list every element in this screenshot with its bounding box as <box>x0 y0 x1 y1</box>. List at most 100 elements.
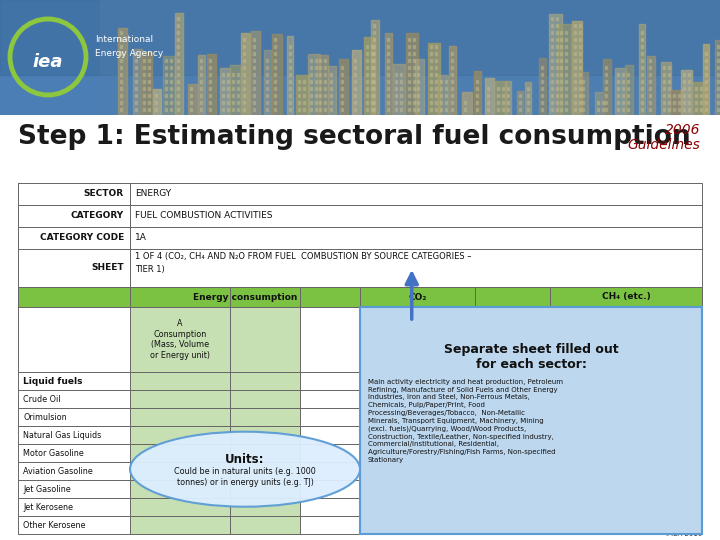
Bar <box>565 38 567 41</box>
Bar <box>266 73 268 76</box>
Bar <box>649 80 651 83</box>
Bar <box>552 24 554 27</box>
Bar <box>574 24 576 27</box>
Bar <box>417 101 419 104</box>
Bar <box>372 20 379 115</box>
Bar <box>148 73 150 76</box>
Bar <box>541 87 543 90</box>
Text: SECTOR: SECTOR <box>84 190 124 199</box>
Bar <box>289 108 291 111</box>
Bar <box>667 94 670 97</box>
Bar <box>315 101 318 104</box>
Bar <box>371 101 372 104</box>
Bar <box>435 94 437 97</box>
Bar <box>683 94 685 97</box>
Bar <box>395 94 397 97</box>
Bar <box>232 87 234 90</box>
Bar <box>574 101 576 104</box>
Bar <box>606 80 608 83</box>
Bar <box>315 94 318 97</box>
Bar <box>560 108 562 111</box>
Bar <box>373 101 375 104</box>
Text: International: International <box>95 36 153 44</box>
Bar <box>387 38 390 41</box>
Bar <box>435 73 437 76</box>
Bar <box>560 59 562 62</box>
Bar <box>253 66 255 69</box>
Bar <box>198 55 205 115</box>
Bar <box>579 101 581 104</box>
Bar <box>451 52 453 55</box>
Bar <box>667 101 670 104</box>
Bar <box>700 94 701 97</box>
Bar <box>341 80 343 83</box>
Bar <box>143 73 145 76</box>
Bar <box>135 73 137 76</box>
Bar <box>688 94 690 97</box>
Bar <box>287 36 293 115</box>
Bar <box>366 87 367 90</box>
Bar <box>315 73 318 76</box>
Bar <box>230 444 300 462</box>
Bar <box>315 80 318 83</box>
Bar <box>627 73 629 76</box>
Bar <box>18 426 702 444</box>
Bar <box>560 80 562 83</box>
Bar <box>274 80 276 83</box>
Bar <box>230 480 300 498</box>
Bar <box>582 87 584 90</box>
Bar <box>289 101 291 104</box>
Bar <box>695 87 697 90</box>
Bar <box>319 108 321 111</box>
Bar <box>354 73 356 76</box>
Bar <box>435 101 437 104</box>
Bar <box>148 101 150 104</box>
Bar <box>243 52 245 55</box>
Bar <box>289 66 291 69</box>
Bar <box>439 80 441 83</box>
Bar <box>662 73 665 76</box>
Bar <box>662 66 665 69</box>
Bar <box>430 73 432 76</box>
Bar <box>188 84 197 115</box>
Bar <box>507 108 509 111</box>
Bar <box>373 45 375 48</box>
Text: CATEGORY CODE: CATEGORY CODE <box>40 233 124 242</box>
Bar <box>552 101 554 104</box>
Bar <box>243 87 245 90</box>
Bar <box>210 94 212 97</box>
Bar <box>705 66 707 69</box>
Bar <box>324 80 326 83</box>
Bar <box>395 101 397 104</box>
Bar <box>498 87 500 90</box>
Bar <box>266 101 268 104</box>
Bar <box>695 94 697 97</box>
Bar <box>408 101 410 104</box>
Bar <box>253 52 255 55</box>
Bar <box>641 31 643 34</box>
Bar <box>558 24 570 115</box>
Bar <box>165 73 167 76</box>
Bar <box>330 108 331 111</box>
Bar <box>683 80 685 83</box>
Bar <box>373 73 375 76</box>
Bar <box>264 50 272 115</box>
Bar <box>199 73 202 76</box>
Bar <box>227 108 229 111</box>
Bar <box>18 480 702 498</box>
Bar <box>451 73 453 76</box>
Bar <box>230 516 300 534</box>
Bar <box>408 66 410 69</box>
Bar <box>641 101 643 104</box>
Bar <box>438 75 448 115</box>
Bar <box>662 87 665 90</box>
Bar <box>498 108 500 111</box>
Bar <box>135 87 137 90</box>
Bar <box>462 92 472 115</box>
Bar <box>408 59 410 62</box>
Text: 2006: 2006 <box>665 123 700 137</box>
Bar <box>148 94 150 97</box>
Bar <box>354 59 356 62</box>
Bar <box>165 108 167 111</box>
Text: Other Kerosene: Other Kerosene <box>23 521 86 530</box>
